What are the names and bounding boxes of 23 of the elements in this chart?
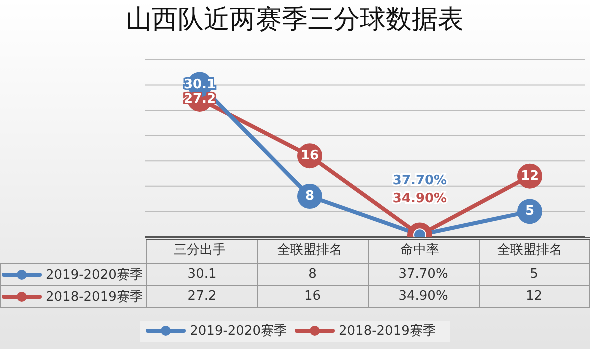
legend-label: 2019-2020赛季 (0, 264, 147, 286)
data-label: 12 (479, 286, 590, 308)
x-tick-label: 全联盟排名 (498, 243, 562, 258)
text: 16 (300, 148, 320, 164)
data-label: 34.90% (368, 286, 480, 308)
text: 5 (525, 204, 535, 220)
x-tick-label: 命中率 (400, 242, 440, 258)
data-label: 37.70% (368, 264, 480, 286)
data-label: 5 (479, 264, 590, 286)
data-label: 27.2 (146, 286, 258, 308)
text: 2019-2020赛季 (190, 324, 287, 339)
legend-label: 2018-2019赛季 (0, 286, 147, 308)
x-tick-label: 全联盟排名 (278, 243, 342, 258)
text: 8 (305, 189, 315, 204)
chart-title: 山西队近两赛季三分球数据表 (125, 4, 465, 37)
data-label: 16 (258, 286, 368, 308)
text: 12 (520, 168, 540, 184)
text: 37.70% (392, 174, 448, 189)
text: 34.90% (392, 192, 448, 207)
text: 2018-2019赛季 (339, 324, 436, 339)
data-label: 8 (258, 264, 368, 286)
data-label: 30.1 (146, 264, 258, 286)
x-tick-label: 三分出手 (174, 243, 226, 258)
